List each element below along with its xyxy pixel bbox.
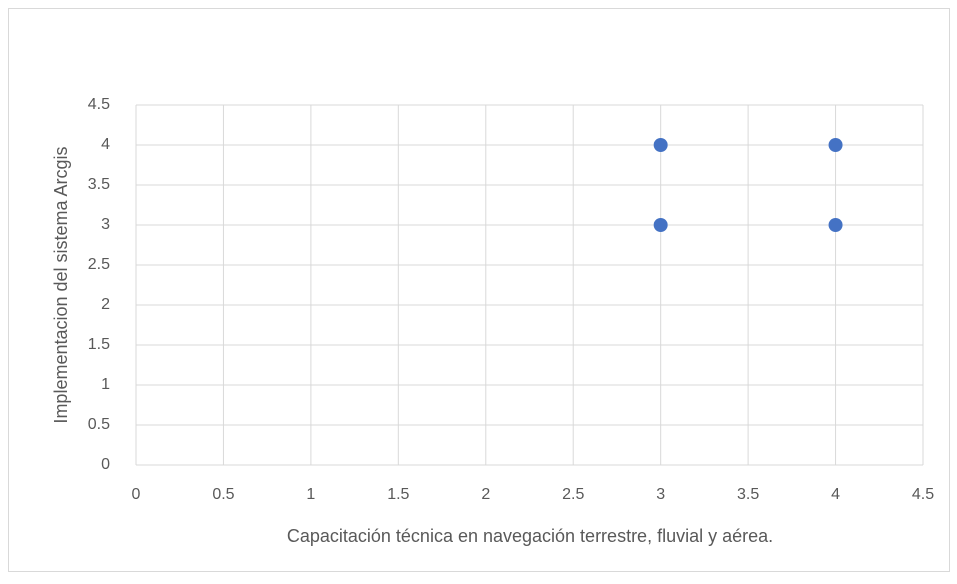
- y-tick-label: 4.5: [88, 96, 110, 113]
- y-tick-label: 1.5: [88, 336, 110, 353]
- y-axis-title: Implementacion del sistema Arcgis: [51, 146, 71, 423]
- x-tick-label: 2: [481, 486, 490, 503]
- y-tick-label: 0.5: [88, 416, 110, 433]
- y-tick-label: 1: [101, 376, 110, 393]
- x-tick-label: 0.5: [212, 486, 234, 503]
- point: [653, 138, 668, 152]
- x-tick-label: 4.5: [912, 486, 934, 503]
- y-tick-label: 2.5: [88, 256, 110, 273]
- x-axis-title: Capacitación técnica en navegación terre…: [287, 526, 773, 546]
- x-tick-label: 3.5: [737, 486, 759, 503]
- y-tick-label: 3.5: [88, 176, 110, 193]
- point: [828, 218, 843, 232]
- x-tick-label: 3: [656, 486, 665, 503]
- y-tick-label: 0: [101, 456, 110, 473]
- x-tick-label: 4: [831, 486, 840, 503]
- x-tick-label: 1: [306, 486, 315, 503]
- chart-border: [8, 8, 950, 572]
- y-tick-label: 3: [101, 216, 110, 233]
- point: [653, 218, 668, 232]
- x-tick-label: 2.5: [562, 486, 584, 503]
- x-tick-label: 1.5: [387, 486, 409, 503]
- x-tick-label: 0: [132, 486, 141, 503]
- y-tick-label: 2: [101, 296, 110, 313]
- y-tick-label: 4: [101, 136, 110, 153]
- point: [828, 138, 843, 152]
